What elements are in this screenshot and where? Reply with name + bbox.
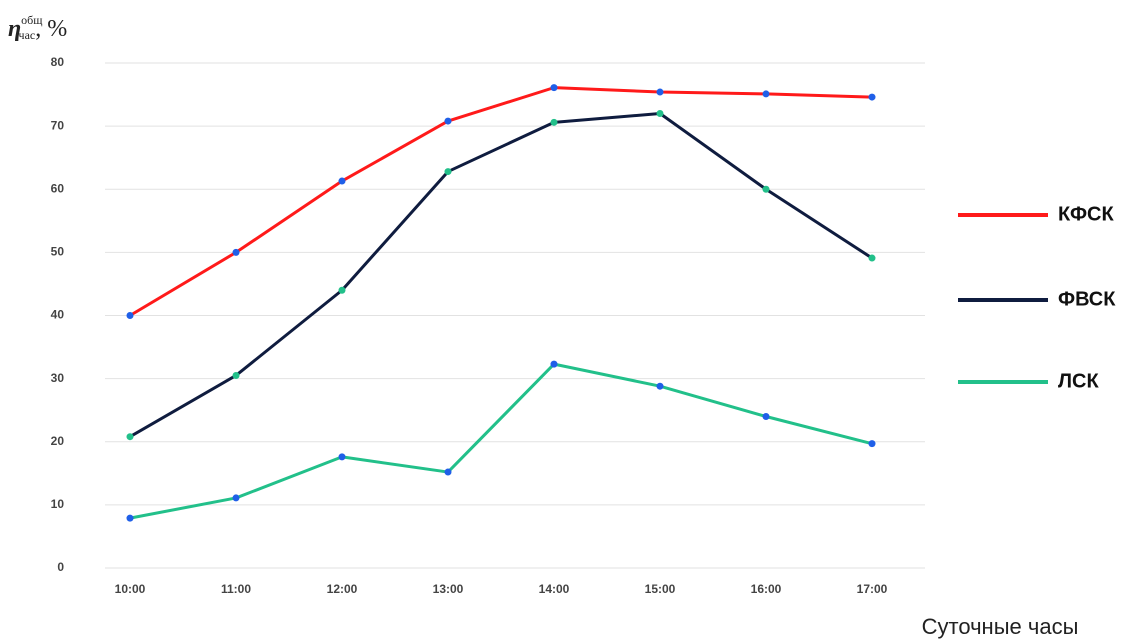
- data-point: [444, 117, 452, 125]
- data-point: [762, 413, 770, 420]
- legend-label: ФВСК: [1058, 288, 1116, 310]
- data-point: [232, 371, 240, 379]
- x-tick-label: 13:00: [433, 582, 464, 596]
- y-label-subscript: час: [19, 28, 36, 42]
- series-line: [129, 112, 873, 438]
- data-point: [656, 88, 664, 96]
- y-tick-label: 30: [51, 371, 65, 385]
- x-tick-label: 16:00: [751, 582, 782, 596]
- data-point: [550, 84, 558, 92]
- x-axis-label: Суточные часы: [922, 614, 1079, 639]
- data-point: [338, 286, 346, 294]
- legend-label: КФСК: [1058, 203, 1114, 225]
- data-point: [338, 177, 346, 185]
- series-line: [129, 362, 873, 520]
- series-line: [129, 86, 873, 317]
- data-point: [656, 110, 664, 117]
- y-label-symbol: η: [8, 16, 21, 42]
- data-point: [232, 494, 240, 502]
- data-point: [868, 440, 876, 448]
- data-point: [762, 185, 770, 193]
- x-tick-label: 12:00: [327, 582, 358, 596]
- x-tick-label: 17:00: [857, 582, 888, 596]
- data-point: [444, 468, 452, 476]
- x-tick-label: 15:00: [645, 582, 676, 596]
- y-label-unit: , %: [35, 16, 67, 42]
- y-tick-label: 0: [57, 560, 64, 574]
- data-point: [126, 433, 134, 441]
- data-point: [126, 312, 134, 319]
- x-tick-label: 14:00: [539, 582, 570, 596]
- data-point: [232, 248, 240, 256]
- data-point: [338, 453, 346, 461]
- y-tick-label: 70: [51, 118, 65, 132]
- data-point: [868, 254, 876, 262]
- y-tick-label: 50: [51, 245, 65, 259]
- data-point: [868, 93, 876, 101]
- y-tick-label: 20: [51, 434, 65, 448]
- data-point: [444, 168, 452, 176]
- data-point: [656, 382, 664, 390]
- data-point: [550, 118, 558, 126]
- data-point: [550, 360, 558, 368]
- y-label-superscript: общ: [21, 13, 42, 27]
- x-tick-label: 11:00: [221, 582, 251, 596]
- legend-label: ЛСК: [1058, 370, 1099, 392]
- y-tick-label: 40: [51, 308, 65, 322]
- data-point: [762, 90, 770, 98]
- y-tick-label: 80: [51, 55, 65, 69]
- data-point: [126, 514, 134, 522]
- x-tick-label: 10:00: [115, 582, 146, 596]
- y-tick-label: 10: [51, 497, 65, 511]
- y-tick-label: 60: [51, 181, 65, 195]
- y-axis-label: ηобщ час, %: [8, 13, 67, 42]
